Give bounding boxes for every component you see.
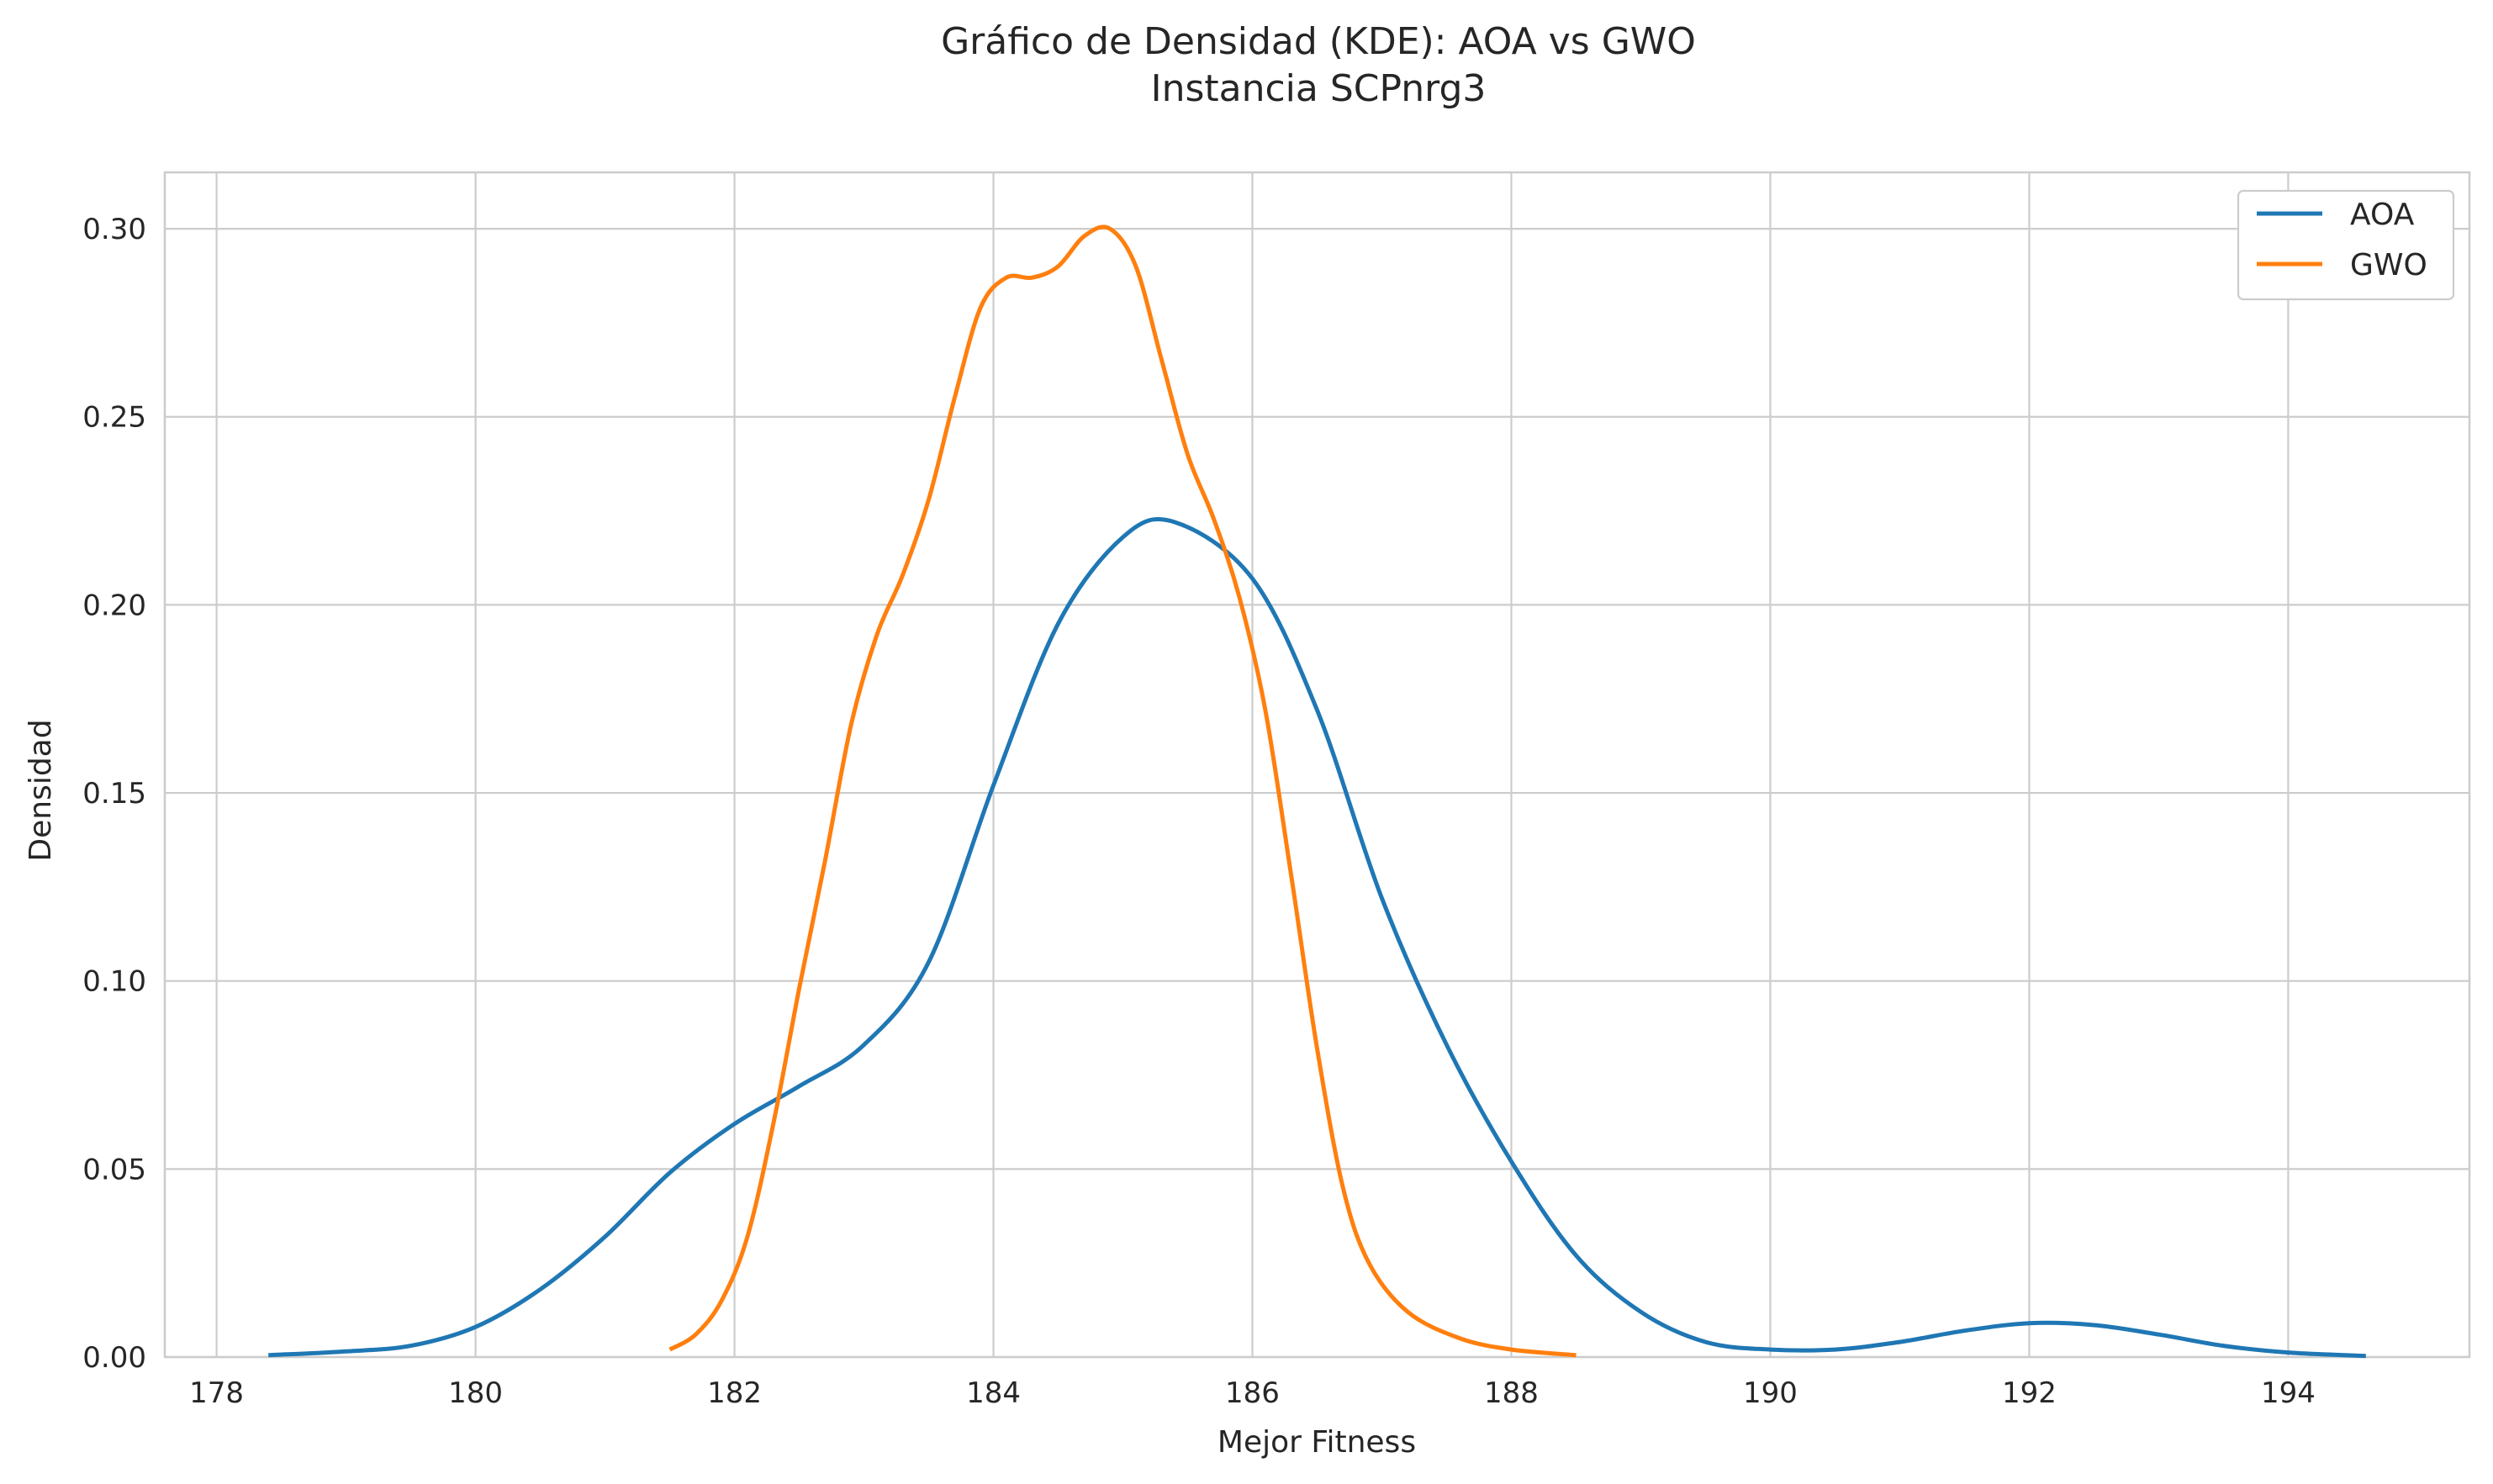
- chart-title-line-2: Instancia SCPnrg3: [1151, 67, 1487, 110]
- legend-box: [2237, 189, 2455, 301]
- x-tick-label: 188: [1484, 1376, 1539, 1410]
- y-tick-label: 0.00: [82, 1341, 146, 1375]
- y-tick-label: 0.25: [82, 401, 146, 435]
- y-tick-label: 0.30: [82, 213, 146, 246]
- x-tick-label: 190: [1743, 1376, 1798, 1410]
- x-tick-label: 180: [448, 1376, 503, 1410]
- y-tick-label: 0.10: [82, 965, 146, 999]
- x-tick-label: 192: [2002, 1376, 2057, 1410]
- legend-label-gwo: GWO: [2350, 248, 2427, 283]
- x-tick-label: 178: [189, 1376, 244, 1410]
- chart-title: Gráfico de Densidad (KDE): AOA vs GWO In…: [941, 20, 1696, 110]
- y-axis-label: Densidad: [24, 719, 58, 861]
- x-tick-label: 182: [707, 1376, 762, 1410]
- series-lines: [268, 224, 2366, 1359]
- x-axis-label: Mejor Fitness: [1217, 1425, 1416, 1460]
- legend: AOA GWO: [2237, 189, 2455, 301]
- plot-frame: [163, 171, 2471, 1359]
- x-tick-label: 194: [2261, 1376, 2316, 1410]
- x-tick-label: 184: [966, 1376, 1021, 1410]
- grid-lines: [165, 172, 2469, 1359]
- series-line-aoa: [268, 517, 2366, 1359]
- x-tick-label: 186: [1225, 1376, 1280, 1410]
- x-axis-ticks: 178 180 182 184 186 188 190 192 194: [189, 1376, 2316, 1410]
- y-tick-label: 0.15: [82, 777, 146, 811]
- legend-label-aoa: AOA: [2350, 198, 2415, 232]
- series-line-gwo: [668, 224, 1577, 1358]
- y-axis-ticks: 0.00 0.05 0.10 0.15 0.20 0.25 0.30: [82, 213, 146, 1375]
- y-tick-label: 0.05: [82, 1153, 146, 1186]
- y-tick-label: 0.20: [82, 589, 146, 622]
- chart-title-line-1: Gráfico de Densidad (KDE): AOA vs GWO: [941, 20, 1696, 63]
